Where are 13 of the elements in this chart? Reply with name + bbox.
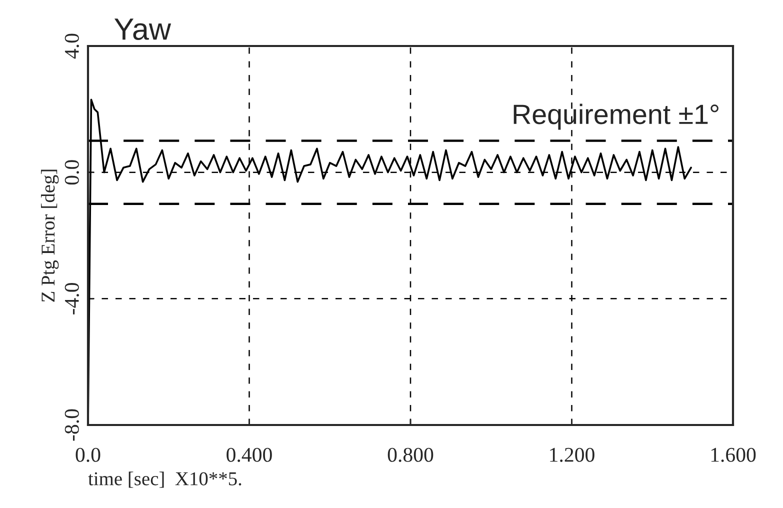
- chart-title: Yaw: [114, 18, 172, 40]
- y-axis-title: Z Ptg Error [deg]: [41, 170, 59, 302]
- y-tick-label: -8.0: [64, 409, 79, 441]
- x-tick-label: 0.400: [226, 448, 272, 462]
- x-tick-label: 0.800: [388, 448, 434, 462]
- y-tick-label: 4.0: [64, 34, 79, 59]
- y-tick-label: 0.0: [64, 160, 79, 185]
- ref-line-label: Requirement ±1°: [514, 104, 718, 130]
- x-axis-title: time [sec] X10**5.: [88, 472, 242, 488]
- x-tick-label: 1.200: [550, 448, 594, 462]
- x-tick-label: 0.0: [76, 448, 100, 462]
- x-tick-label: 1.600: [711, 448, 756, 462]
- y-tick-label: -4.0: [64, 282, 79, 314]
